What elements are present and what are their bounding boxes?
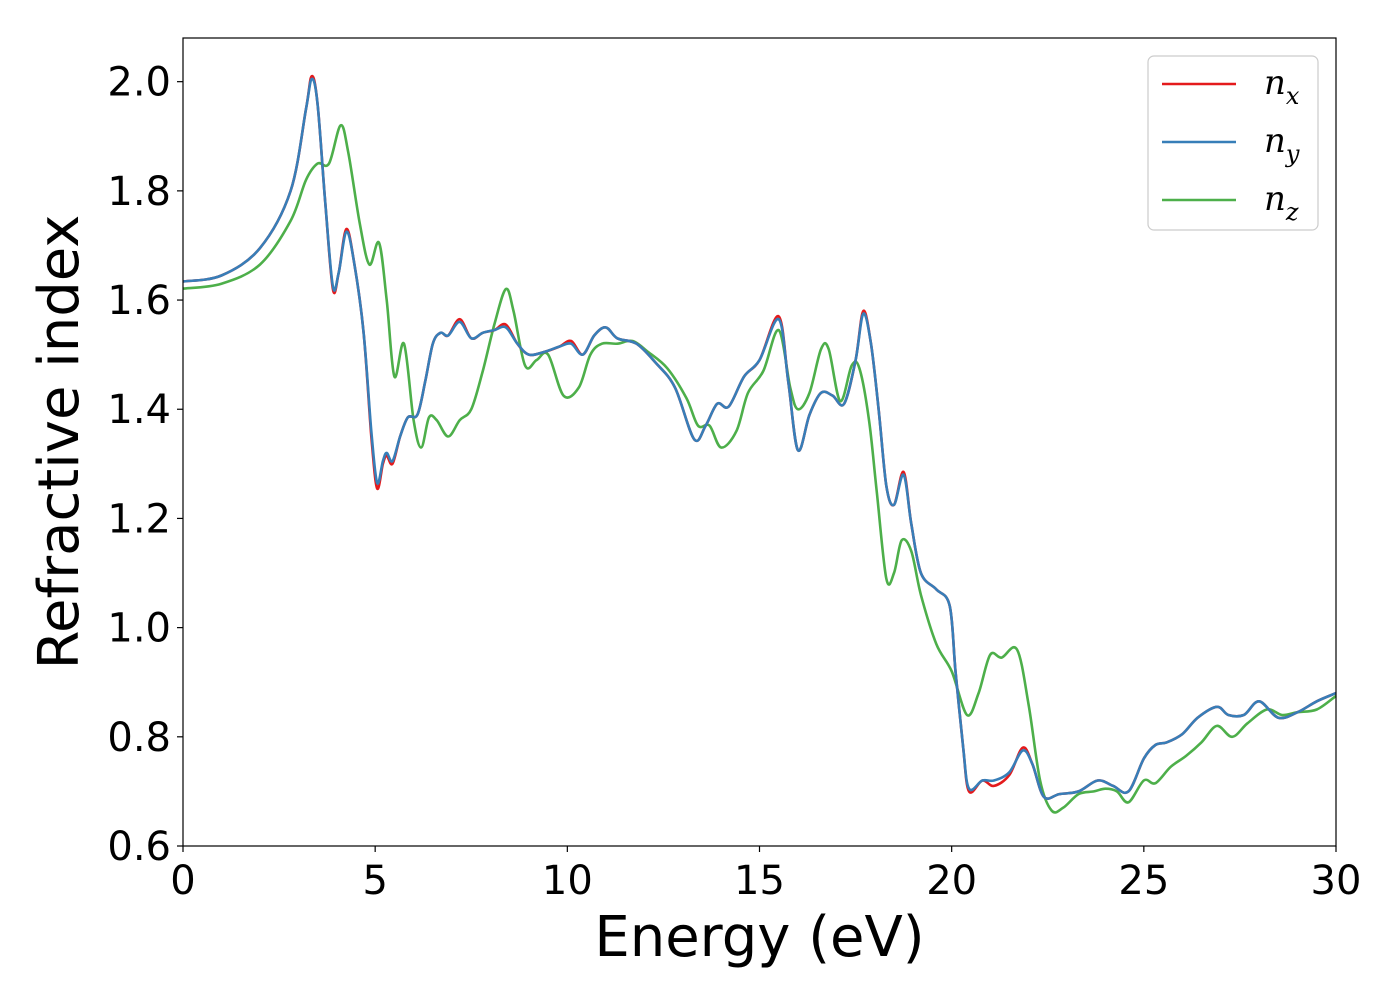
series-line-ny [182,77,1337,800]
y-tick-label: 0.6 [107,824,171,870]
y-tick-label: 0.8 [107,715,171,761]
series-line-nz [182,124,1337,814]
x-tick-label: 15 [734,858,785,904]
y-tick-label: 2.0 [107,60,171,106]
y-axis-ticks: 0.6 0.8 1.0 1.2 1.4 1.6 1.8 2.0 [107,60,183,870]
y-tick-label: 1.0 [107,606,171,652]
x-axis-title: Energy (eV) [594,905,924,970]
x-axis-ticks: 0 5 10 15 20 25 30 [170,846,1361,904]
y-tick-label: 1.8 [107,169,171,215]
x-tick-label: 10 [542,858,593,904]
y-tick-label: 1.2 [107,496,171,542]
x-tick-label: 5 [362,858,387,904]
y-tick-label: 1.6 [107,278,171,324]
x-tick-label: 0 [170,858,195,904]
y-tick-label: 1.4 [107,387,171,433]
y-axis-title: Refractive index [27,215,92,670]
series-layer [182,74,1337,814]
x-tick-label: 30 [1311,858,1362,904]
x-tick-label: 20 [926,858,977,904]
x-tick-label: 25 [1118,858,1169,904]
